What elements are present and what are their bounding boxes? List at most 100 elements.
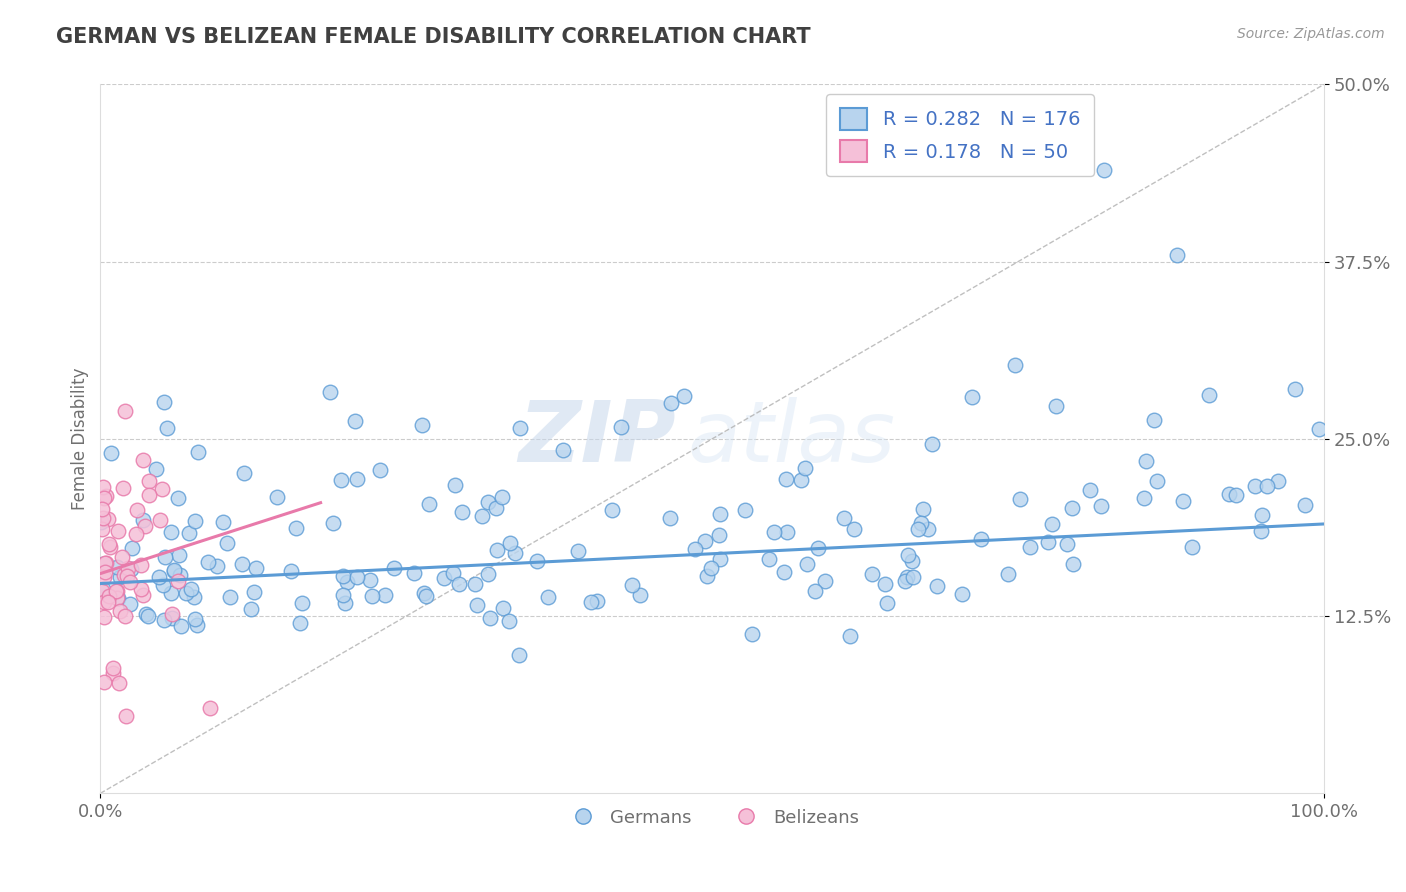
Point [503, 546, 526, 560]
Point [444, 478, 467, 492]
Point [707, 527, 730, 541]
Point [960, 390, 983, 404]
Point [233, 466, 256, 480]
Point [901, 554, 924, 568]
Point [912, 502, 935, 516]
Point [107, 591, 129, 606]
Point [412, 586, 434, 600]
Point [709, 508, 731, 522]
Point [169, 568, 191, 582]
Point [288, 615, 311, 630]
Point [672, 389, 695, 403]
Point [291, 596, 314, 610]
Point [1090, 499, 1112, 513]
Point [537, 591, 560, 605]
Point [105, 583, 128, 598]
Point [600, 503, 623, 517]
Point [115, 569, 138, 583]
Point [873, 576, 896, 591]
Point [508, 648, 530, 662]
Text: atlas: atlas [688, 398, 896, 481]
Point [526, 553, 548, 567]
Point [1244, 479, 1267, 493]
Point [108, 604, 131, 618]
Point [773, 565, 796, 579]
Text: GERMAN VS BELIZEAN FEMALE DISABILITY CORRELATION CHART: GERMAN VS BELIZEAN FEMALE DISABILITY COR… [56, 27, 811, 46]
Point [775, 472, 797, 486]
Point [709, 552, 731, 566]
Point [90, 583, 112, 598]
Point [93, 570, 115, 584]
Point [1040, 516, 1063, 531]
Point [138, 488, 160, 502]
Point [1284, 382, 1306, 396]
Point [125, 503, 148, 517]
Point [93, 609, 115, 624]
Text: ZIP: ZIP [517, 398, 675, 481]
Point [1062, 557, 1084, 571]
Point [280, 564, 302, 578]
Point [585, 594, 607, 608]
Point [98, 536, 121, 550]
Point [659, 395, 682, 409]
Text: Source: ZipAtlas.com: Source: ZipAtlas.com [1237, 27, 1385, 41]
Point [131, 588, 153, 602]
Point [553, 442, 575, 457]
Point [346, 570, 368, 584]
Point [112, 481, 135, 495]
Point [1198, 388, 1220, 402]
Point [120, 574, 142, 589]
Point [107, 524, 129, 539]
Point [215, 536, 238, 550]
Point [952, 586, 974, 600]
Point [1056, 537, 1078, 551]
Point [330, 474, 353, 488]
Point [917, 522, 939, 536]
Point [100, 446, 122, 460]
Point [149, 513, 172, 527]
Point [197, 555, 219, 569]
Point [1135, 454, 1157, 468]
Point [114, 609, 136, 624]
Point [135, 607, 157, 621]
Point [121, 541, 143, 555]
Point [492, 600, 515, 615]
Point [162, 564, 184, 578]
Point [97, 511, 120, 525]
Point [1166, 247, 1188, 261]
Point [876, 596, 898, 610]
Point [796, 557, 818, 571]
Point [1250, 508, 1272, 523]
Point [1308, 422, 1330, 436]
Point [498, 535, 520, 549]
Point [970, 532, 993, 546]
Point [115, 708, 138, 723]
Point [219, 590, 242, 604]
Point [471, 508, 494, 523]
Point [153, 549, 176, 564]
Point [152, 578, 174, 592]
Point [842, 522, 865, 536]
Point [107, 675, 129, 690]
Point [93, 510, 115, 524]
Point [1004, 358, 1026, 372]
Point [186, 618, 208, 632]
Point [1018, 540, 1040, 554]
Point [683, 542, 706, 557]
Point [332, 569, 354, 583]
Point [91, 558, 114, 572]
Point [98, 540, 121, 554]
Point [153, 613, 176, 627]
Point [155, 421, 177, 435]
Point [411, 418, 433, 433]
Point [97, 589, 120, 603]
Point [567, 544, 589, 558]
Point [333, 596, 356, 610]
Point [790, 473, 813, 487]
Point [485, 501, 508, 516]
Point [734, 503, 756, 517]
Point [467, 598, 489, 612]
Point [763, 525, 786, 540]
Point [696, 569, 718, 583]
Point [332, 589, 354, 603]
